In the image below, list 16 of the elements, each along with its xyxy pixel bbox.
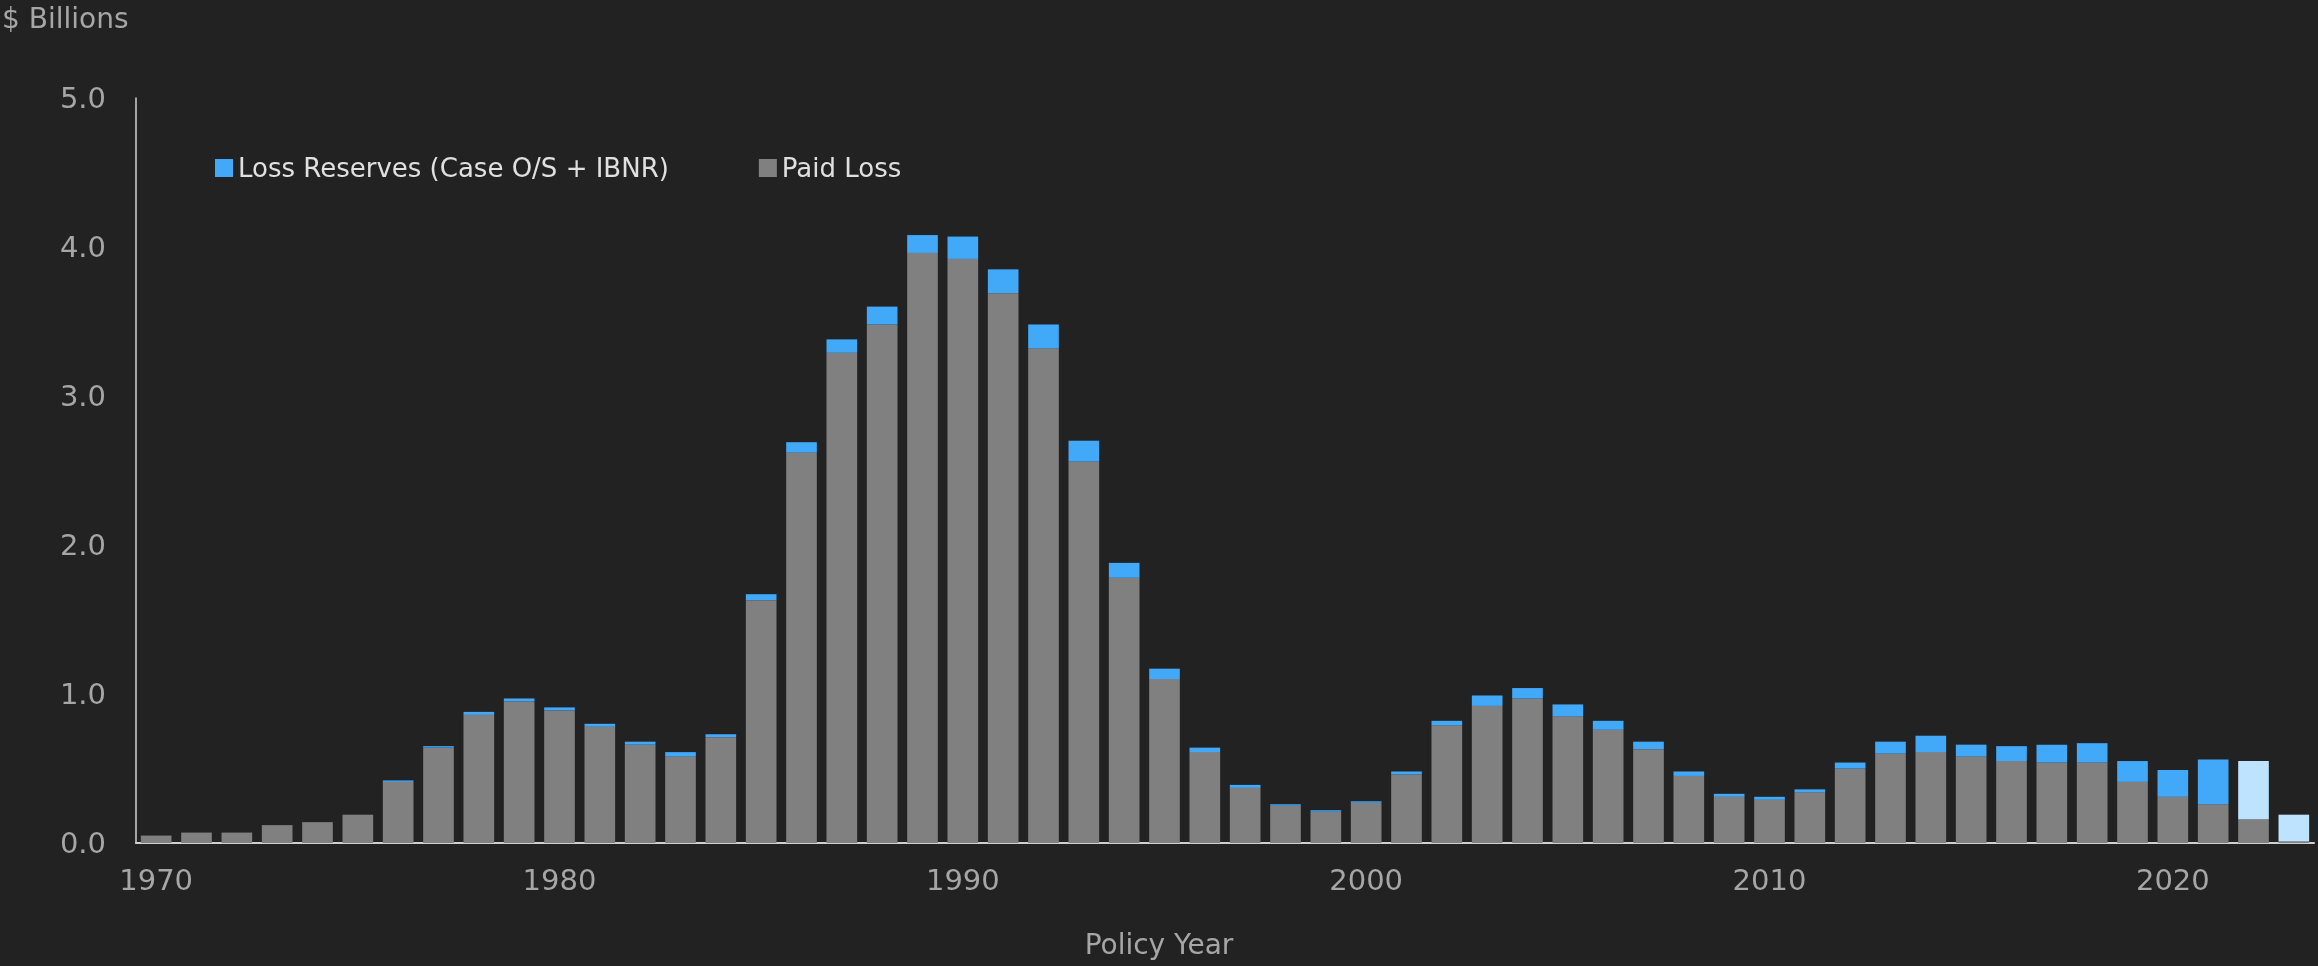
x-axis-title: Policy Year (1084, 927, 1234, 961)
x-tick-label: 2020 (2135, 862, 2210, 897)
legend-label: Paid Loss (781, 153, 902, 183)
y-tick-label: 4.0 (59, 230, 106, 264)
y-axis-title: $ Billions (2, 1, 129, 35)
x-tick-label: 2010 (1732, 862, 1807, 897)
y-tick-label: 3.0 (59, 379, 106, 413)
y-tick-label: 0.0 (59, 826, 106, 860)
y-tick-label: 2.0 (59, 528, 106, 562)
x-tick-label: 1970 (119, 862, 194, 897)
y-tick-label: 5.0 (59, 81, 106, 115)
x-tick-label: 1980 (522, 862, 597, 897)
x-tick-label: 2000 (1329, 862, 1404, 897)
legend-label: Loss Reserves (Case O/S + IBNR) (238, 153, 669, 183)
y-tick-label: 1.0 (59, 677, 106, 711)
x-tick-label: 1990 (925, 862, 1000, 897)
